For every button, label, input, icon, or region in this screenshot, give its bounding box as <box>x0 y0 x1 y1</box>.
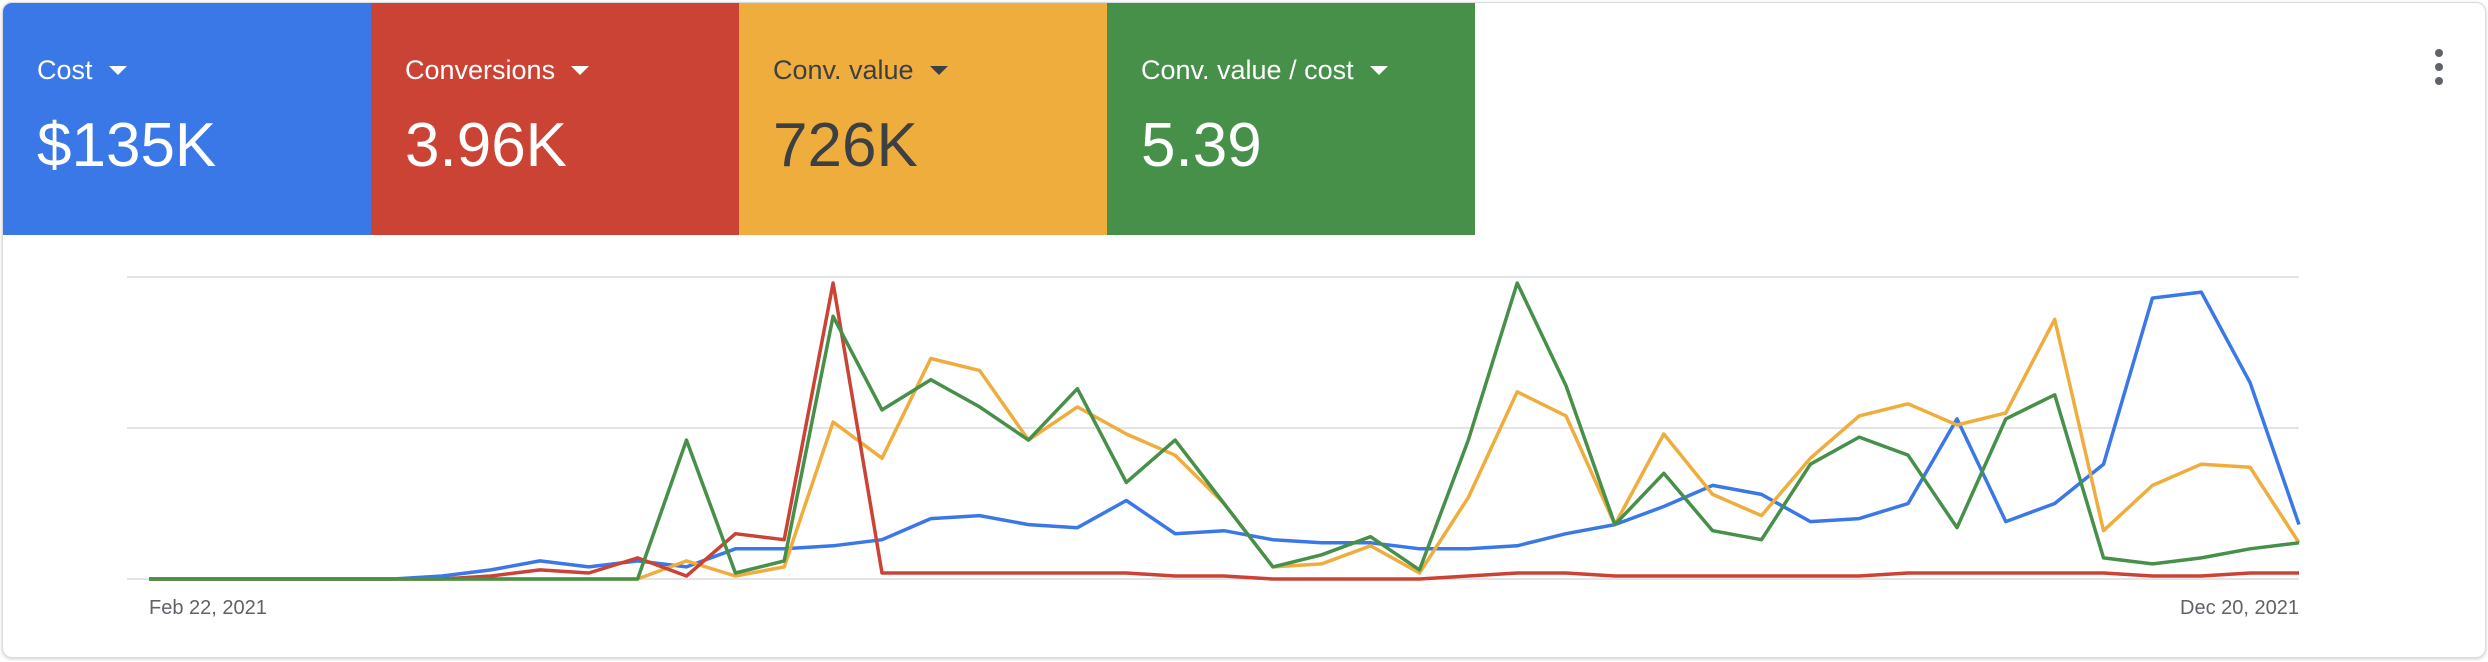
metric-label: Cost <box>37 55 93 85</box>
metric-value: 3.96K <box>405 111 568 180</box>
metric-tile-header: Conv. value <box>773 55 948 86</box>
dropdown-arrow-icon <box>108 66 127 75</box>
dropdown-arrow-icon <box>1369 66 1388 75</box>
x-tick-label: Dec 20, 2021 <box>2180 597 2299 619</box>
metric-tile-header: Cost <box>37 55 127 86</box>
x-tick-label: Feb 22, 2021 <box>149 597 267 619</box>
metric-label: Conv. value <box>773 55 914 85</box>
metric-tiles: Cost $135K Conversions 3.96K Conv. value… <box>3 3 1475 235</box>
series-line-cost <box>149 290 2301 581</box>
metric-label: Conv. value / cost <box>1141 55 1354 85</box>
metric-tile-conv-value-per-cost[interactable]: Conv. value / cost 5.39 <box>1107 3 1475 235</box>
chart-gridlines <box>127 276 2299 580</box>
chart-series <box>149 281 2301 581</box>
series-line-conv-value-cost <box>149 281 2300 581</box>
dropdown-arrow-icon <box>929 66 948 75</box>
metric-tile-conv-value[interactable]: Conv. value 726K <box>739 3 1107 235</box>
metric-tile-conversions[interactable]: Conversions 3.96K <box>371 3 739 235</box>
dropdown-arrow-icon <box>571 66 590 75</box>
metric-value: 5.39 <box>1141 111 1262 180</box>
metric-value: 726K <box>773 111 918 180</box>
more-vert-icon[interactable] <box>2427 45 2451 93</box>
line-chart: Feb 22, 2021 Dec 20, 2021 <box>127 276 2301 619</box>
metric-tile-header: Conversions <box>405 55 590 86</box>
metric-label: Conversions <box>405 55 556 85</box>
metric-tile-header: Conv. value / cost <box>1141 55 1388 86</box>
series-line-conversions <box>149 281 2299 581</box>
metric-value: $135K <box>37 111 217 180</box>
metric-tile-cost[interactable]: Cost $135K <box>3 3 371 235</box>
series-line-conv-value <box>149 317 2301 581</box>
